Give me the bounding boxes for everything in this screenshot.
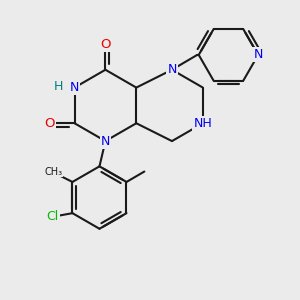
Text: NH: NH [194, 117, 212, 130]
Text: N: N [254, 48, 263, 62]
Text: H: H [53, 80, 63, 93]
Text: Cl: Cl [46, 210, 59, 223]
Text: N: N [167, 63, 177, 76]
Text: N: N [70, 81, 79, 94]
Text: O: O [100, 38, 111, 51]
Text: CH₃: CH₃ [44, 167, 62, 176]
Text: N: N [101, 135, 110, 148]
Text: O: O [44, 117, 55, 130]
